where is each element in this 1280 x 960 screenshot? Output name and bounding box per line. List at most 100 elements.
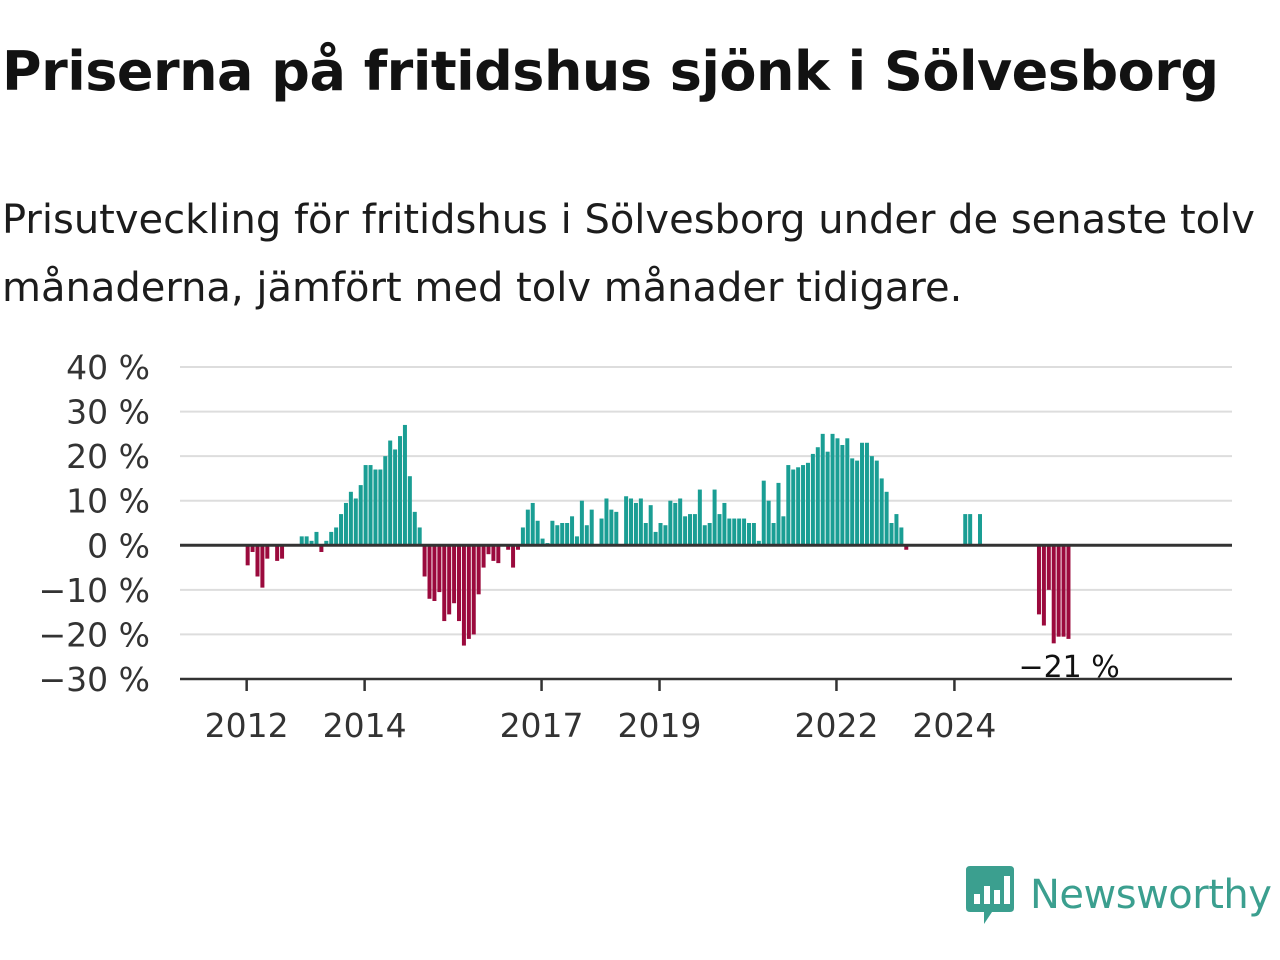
chart-title: Priserna på fritidshus sjönk i Sölvesbor… bbox=[2, 40, 1219, 103]
bar-positive bbox=[550, 520, 555, 546]
bar-positive bbox=[855, 460, 860, 546]
bar-positive bbox=[732, 518, 737, 546]
x-axis: 2012 2014 2017 2019 2022 2024 bbox=[180, 677, 1232, 745]
bar-positive bbox=[771, 523, 776, 546]
bar-positive bbox=[805, 462, 810, 546]
bar-negative bbox=[457, 545, 461, 622]
bar-positive bbox=[555, 525, 560, 546]
bar-positive bbox=[796, 467, 801, 546]
bar-positive bbox=[673, 502, 678, 546]
bar-positive bbox=[629, 498, 634, 546]
bar-positive bbox=[751, 523, 756, 546]
bar-negative bbox=[427, 545, 432, 599]
bar-negative bbox=[496, 545, 501, 564]
x-tick-label: 2017 bbox=[500, 706, 584, 745]
bar-positive bbox=[570, 516, 575, 546]
gridlines bbox=[180, 366, 1232, 636]
bar-positive bbox=[304, 536, 309, 546]
bar-positive bbox=[707, 523, 712, 546]
newsworthy-logo: Newsworthy bbox=[964, 864, 1272, 926]
bar-positive bbox=[314, 531, 319, 546]
bar-positive bbox=[604, 498, 609, 546]
bar-positive bbox=[840, 445, 845, 546]
bar-positive bbox=[535, 520, 540, 546]
annotations: −21 % bbox=[1018, 650, 1119, 685]
bar-positive bbox=[697, 489, 702, 546]
x-tick-label: 2012 bbox=[205, 706, 289, 745]
y-tick-label: 40 % bbox=[66, 348, 150, 387]
bar-negative bbox=[466, 545, 471, 639]
bar-positive bbox=[963, 514, 968, 546]
bar-positive bbox=[658, 523, 663, 546]
bar-negative bbox=[1041, 545, 1046, 626]
bar-negative bbox=[250, 545, 255, 552]
bar-negative bbox=[481, 545, 486, 568]
bar-negative bbox=[486, 545, 491, 555]
y-tick-label: 30 % bbox=[66, 393, 150, 432]
bar-positive bbox=[830, 433, 835, 546]
y-tick-label: 20 % bbox=[66, 437, 150, 476]
bar-positive bbox=[648, 505, 653, 546]
bar-positive bbox=[393, 449, 398, 546]
bar-negative bbox=[515, 545, 520, 550]
bar-positive bbox=[791, 469, 796, 546]
bar-positive bbox=[766, 500, 771, 546]
bar-positive bbox=[609, 509, 614, 546]
bar-negative bbox=[1066, 545, 1071, 639]
bar-negative bbox=[437, 545, 442, 593]
bar-positive bbox=[525, 509, 530, 546]
bar-positive bbox=[781, 516, 786, 546]
bar-positive bbox=[663, 525, 668, 546]
bar-negative bbox=[476, 545, 481, 595]
bar-positive bbox=[801, 465, 806, 546]
bar-positive bbox=[599, 518, 604, 546]
bar-positive bbox=[978, 514, 982, 546]
bar-positive bbox=[845, 438, 850, 546]
bar-positive bbox=[343, 502, 348, 546]
bar-negative bbox=[447, 545, 452, 615]
bar-negative bbox=[511, 545, 516, 568]
bar-positive bbox=[717, 514, 722, 546]
bar-positive bbox=[756, 540, 761, 546]
bar-positive bbox=[520, 527, 525, 546]
bar-positive bbox=[894, 514, 899, 546]
bar-positive bbox=[540, 538, 545, 546]
bar-positive bbox=[373, 469, 378, 546]
bar-positive bbox=[402, 424, 407, 546]
y-tick-label: −20 % bbox=[39, 615, 151, 654]
bar-positive bbox=[378, 469, 383, 546]
bar-positive bbox=[786, 465, 791, 546]
bar-positive bbox=[742, 518, 747, 546]
bar-positive bbox=[746, 523, 751, 546]
bar-negative bbox=[452, 545, 457, 604]
bar-positive bbox=[579, 500, 584, 546]
bar-negative bbox=[255, 545, 260, 577]
bar-negative bbox=[260, 545, 265, 588]
last-value-label: −21 % bbox=[1018, 650, 1119, 685]
x-tick-label: 2024 bbox=[912, 706, 996, 745]
x-tick-label: 2014 bbox=[323, 706, 407, 745]
bar-positive bbox=[530, 502, 535, 546]
bar-positive bbox=[624, 496, 629, 546]
bar-positive bbox=[353, 498, 358, 546]
bar-negative bbox=[245, 545, 250, 566]
bar-positive bbox=[737, 518, 742, 546]
bar-positive bbox=[638, 498, 643, 546]
bar-positive bbox=[874, 460, 879, 546]
bar-positive bbox=[363, 465, 368, 546]
bar-positive bbox=[589, 509, 594, 546]
bar-negative bbox=[904, 545, 909, 550]
bar-negative bbox=[1056, 545, 1061, 637]
bar-positive bbox=[825, 451, 830, 546]
bar-positive bbox=[560, 523, 565, 546]
bar-positive bbox=[348, 491, 353, 546]
bar-negative bbox=[461, 545, 466, 646]
bar-chart-logo-icon bbox=[966, 866, 1014, 924]
bar-negative bbox=[491, 545, 496, 561]
x-tick-label: 2019 bbox=[618, 706, 702, 745]
bar-positive bbox=[815, 447, 820, 546]
bar-negative bbox=[275, 545, 280, 561]
bar-negative bbox=[1046, 545, 1051, 590]
bar-positive bbox=[339, 514, 344, 546]
bar-negative bbox=[471, 545, 476, 635]
